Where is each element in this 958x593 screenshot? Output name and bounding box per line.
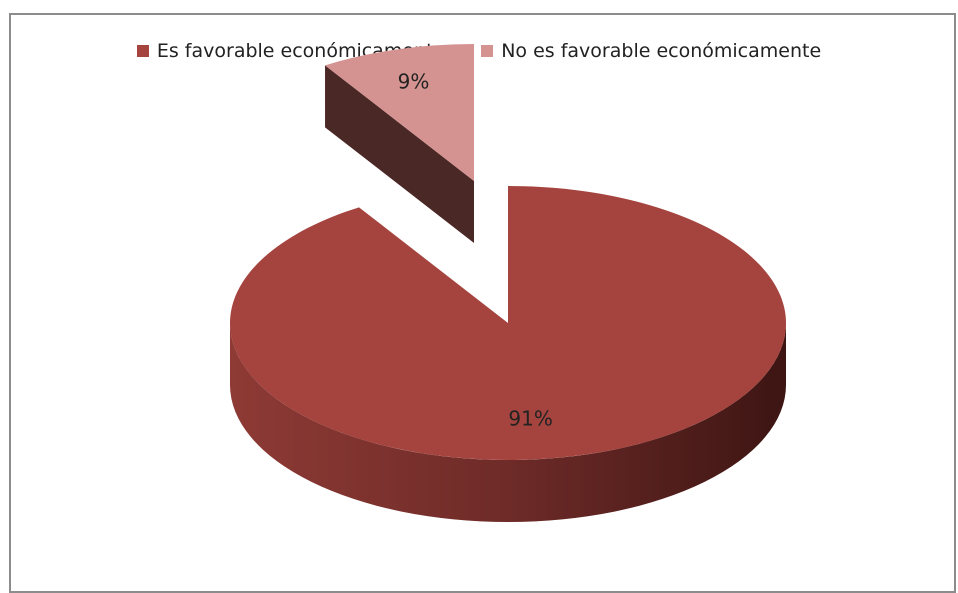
legend-swatch-no-favorable	[481, 45, 494, 57]
slice-no-favorable	[325, 44, 474, 181]
legend-swatch-favorable	[136, 45, 149, 57]
legend-label-no-favorable: No es favorable económicamente	[501, 40, 822, 62]
pie-chart: 91% 9%	[229, 44, 787, 522]
pie-top-layer	[229, 44, 787, 460]
slice-no-favorable-wall	[325, 65, 474, 243]
slice-favorable-label: 91%	[508, 406, 552, 430]
slice-no-favorable-label: 9%	[398, 69, 430, 93]
pie-side-layer	[230, 65, 786, 522]
slice-favorable-side	[230, 323, 786, 522]
slice-favorable	[229, 186, 787, 460]
pie-labels-layer: 91% 9%	[398, 69, 553, 430]
legend-item-no-favorable: No es favorable económicamente	[481, 40, 821, 62]
legend: Es favorable económicamente No es favora…	[0, 40, 958, 62]
